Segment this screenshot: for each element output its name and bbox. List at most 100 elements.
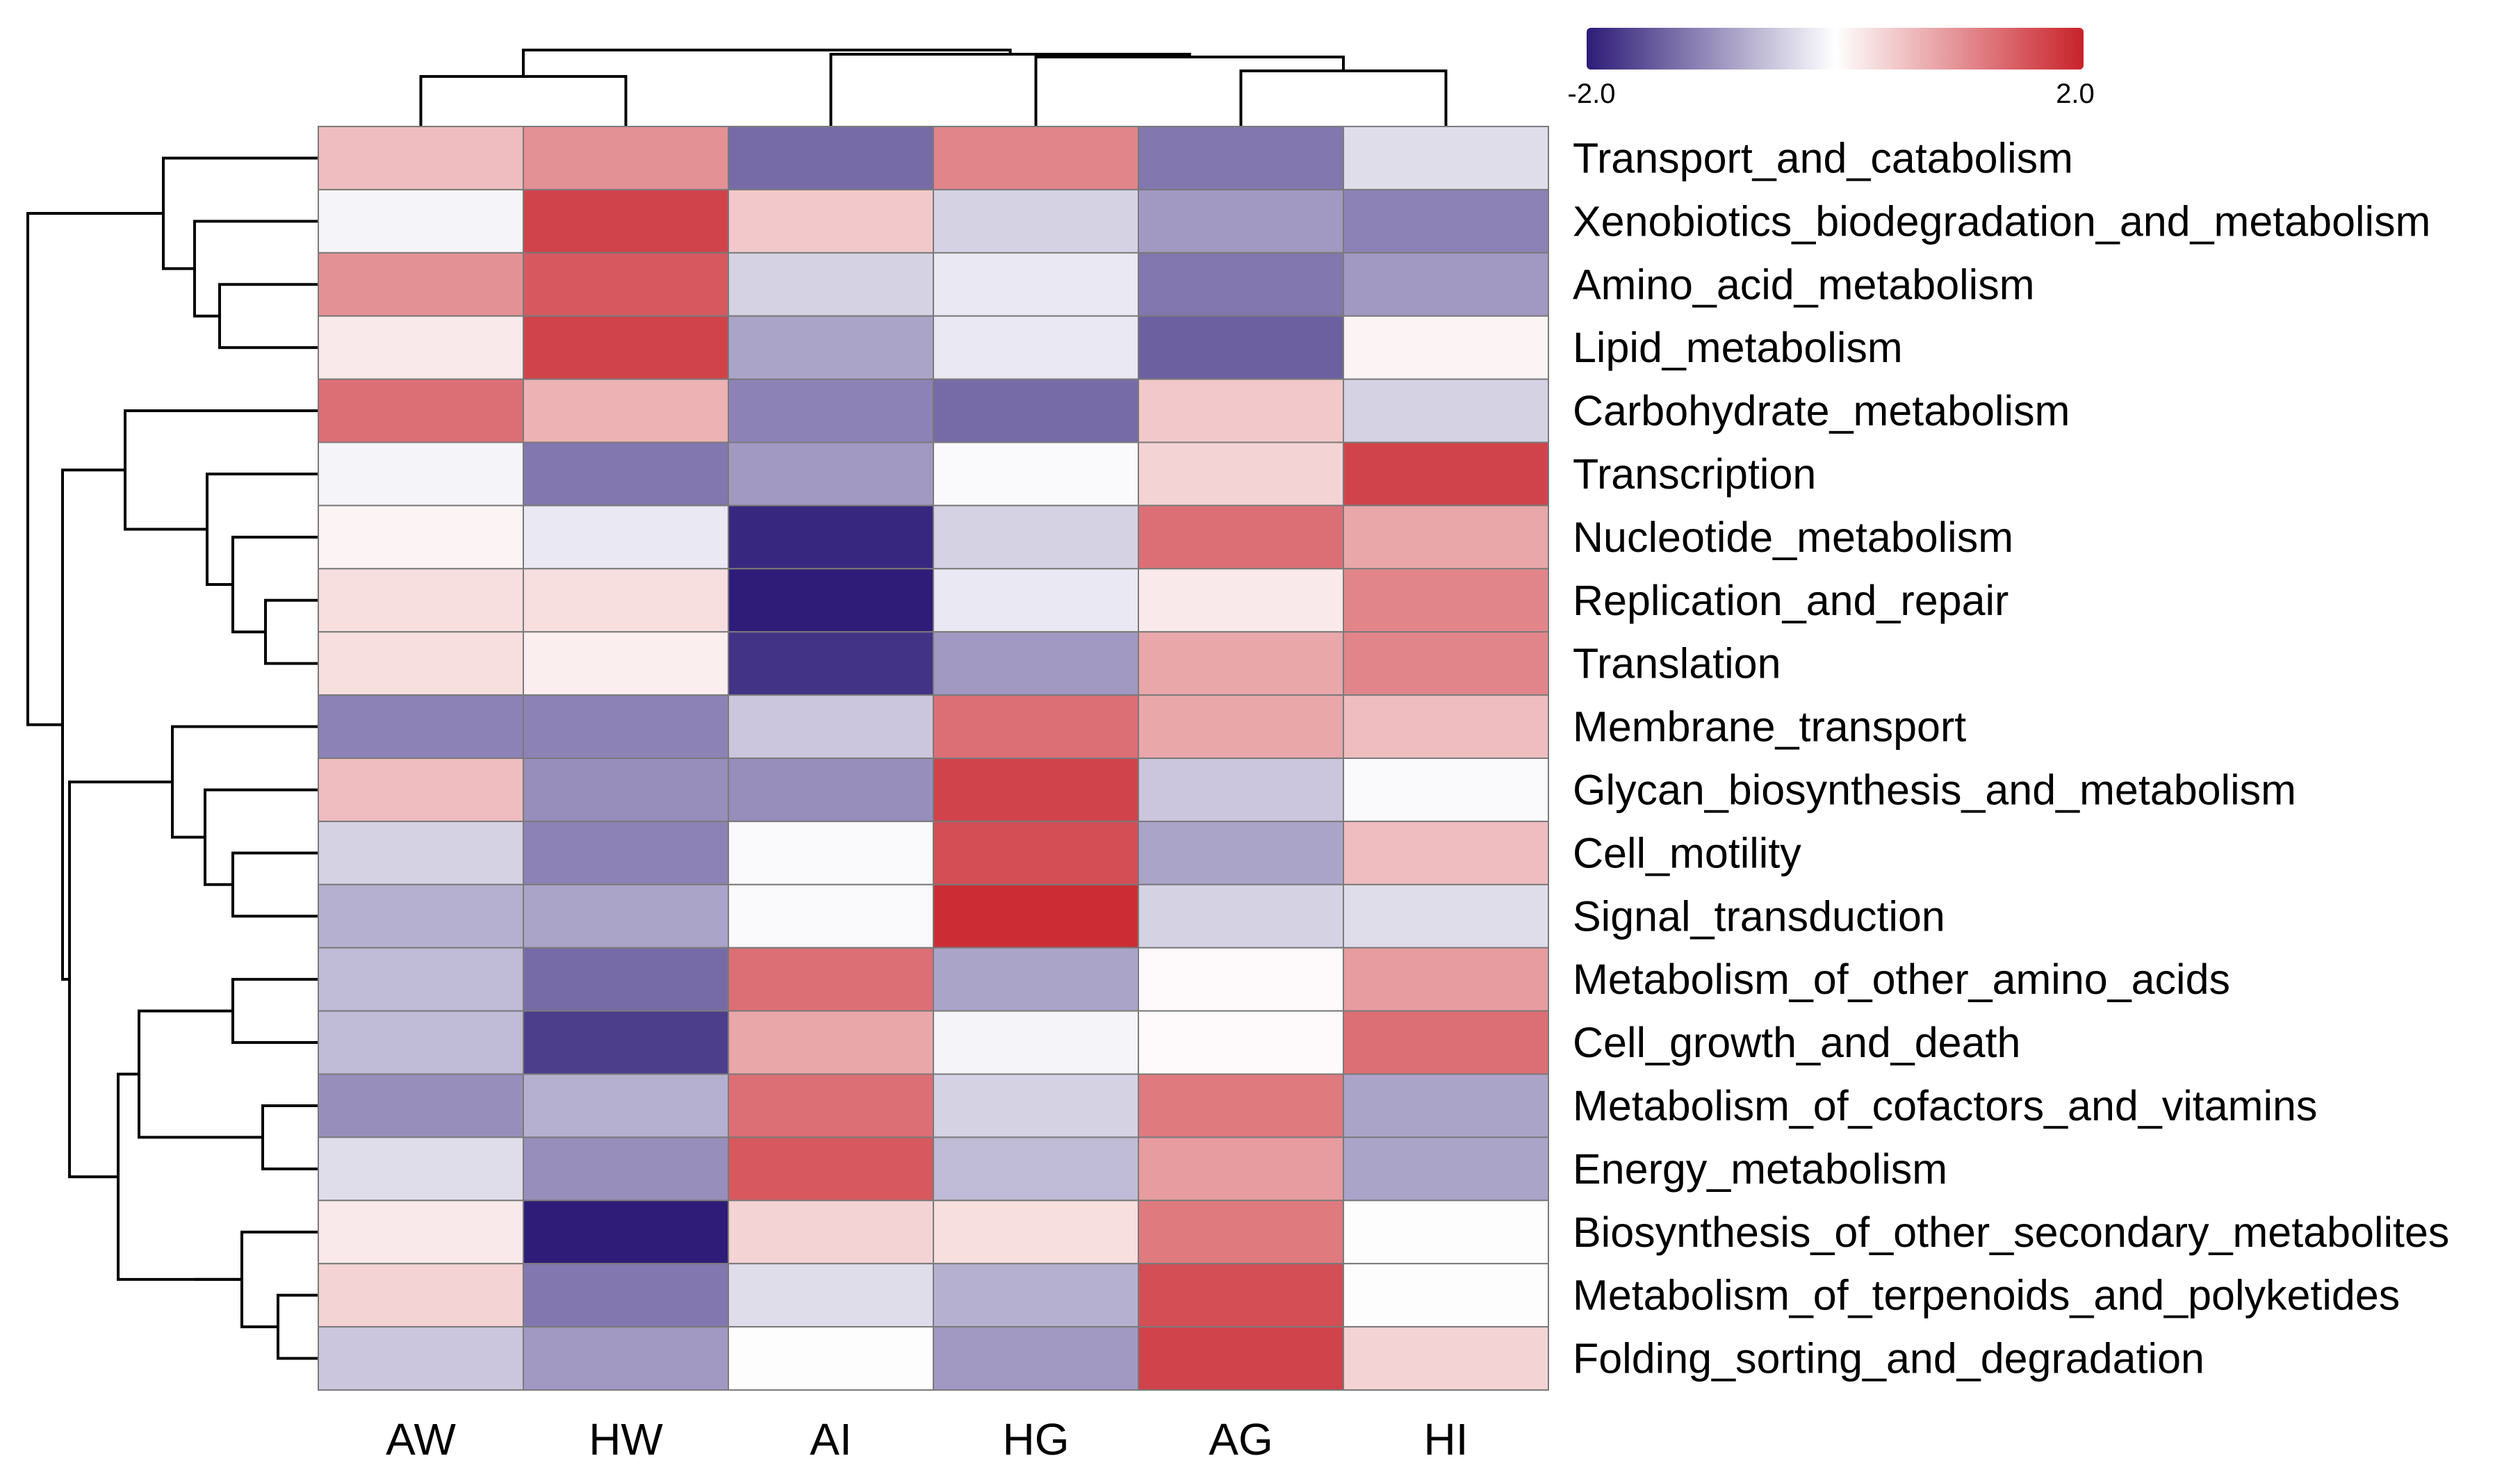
row-dendrogram bbox=[26, 156, 318, 1360]
heatmap-cell bbox=[318, 188, 524, 254]
heatmap-cell bbox=[523, 820, 729, 885]
column-dendrogram-link bbox=[1239, 69, 1448, 126]
row-dendrogram-link bbox=[124, 409, 318, 531]
row-label: Transport_and_catabolism bbox=[1573, 134, 2073, 181]
row-label: Translation bbox=[1573, 640, 1781, 687]
heatmap-cell bbox=[523, 1010, 729, 1075]
heatmap-cell bbox=[728, 252, 934, 317]
heatmap-cell bbox=[523, 315, 729, 380]
heatmap-cell bbox=[933, 694, 1139, 759]
heatmap-cell bbox=[1138, 1200, 1344, 1265]
row-label: Energy_metabolism bbox=[1573, 1145, 1947, 1193]
heatmap-cell bbox=[1138, 1136, 1344, 1202]
heatmap-cell bbox=[318, 1200, 524, 1265]
heatmap-cell bbox=[933, 1136, 1139, 1202]
row-labels: Transport_and_catabolism Xenobiotics_biod… bbox=[1573, 134, 2449, 1382]
heatmap-cell bbox=[523, 441, 729, 507]
row-dendrogram-link bbox=[231, 851, 318, 918]
column-label: HI bbox=[1424, 1414, 1468, 1464]
heatmap-cell bbox=[1343, 1010, 1549, 1075]
heatmap-cell bbox=[728, 568, 934, 633]
row-dendrogram-link bbox=[264, 598, 318, 665]
heatmap-cell bbox=[1138, 1010, 1344, 1075]
row-dendrogram-link bbox=[231, 978, 318, 1045]
row-label: Cell_growth_and_death bbox=[1573, 1019, 2020, 1066]
heatmap-cell bbox=[933, 126, 1139, 190]
heatmap-cell bbox=[1138, 441, 1344, 507]
heatmap-cell bbox=[1343, 1200, 1549, 1265]
row-dendrogram-link bbox=[68, 780, 172, 1179]
heatmap-cell bbox=[318, 568, 524, 633]
heatmap-cell bbox=[728, 1263, 934, 1328]
heatmap-cell bbox=[318, 758, 524, 822]
heatmap-cell bbox=[933, 315, 1139, 380]
column-dendrogram-link bbox=[419, 75, 628, 126]
heatmap-cell bbox=[318, 820, 524, 885]
heatmap-cell bbox=[523, 1263, 729, 1328]
row-label: Signal_transduction bbox=[1573, 892, 1945, 940]
heatmap-cell bbox=[318, 1073, 524, 1138]
heatmap-cell bbox=[933, 378, 1139, 443]
heatmap-cell bbox=[728, 1010, 934, 1075]
heatmap-cell bbox=[523, 694, 729, 759]
heatmap-cells bbox=[318, 126, 1549, 1391]
heatmap-cell bbox=[728, 1326, 934, 1391]
color-scale-bar bbox=[1587, 28, 2084, 69]
heatmap-cell bbox=[1138, 631, 1344, 696]
heatmap-cell bbox=[933, 505, 1139, 570]
column-label: AG bbox=[1209, 1414, 1273, 1464]
row-dendrogram-link bbox=[277, 1293, 318, 1360]
row-label: Cell_motility bbox=[1573, 829, 1801, 876]
heatmap-cell bbox=[1138, 505, 1344, 570]
heatmap-cell bbox=[318, 694, 524, 759]
heatmap-cell bbox=[728, 820, 934, 885]
heatmap-cell bbox=[318, 1136, 524, 1202]
heatmap-cell bbox=[1343, 1263, 1549, 1328]
row-label: Membrane_transport bbox=[1573, 703, 1966, 751]
column-labels: AW HW AI HG AG HI bbox=[386, 1414, 1468, 1464]
heatmap-cell bbox=[1138, 1073, 1344, 1138]
heatmap-cell bbox=[1138, 1326, 1344, 1391]
row-label: Replication_and_repair bbox=[1573, 577, 2008, 624]
heatmap-cell bbox=[1343, 252, 1549, 317]
heatmap-cell bbox=[728, 505, 934, 570]
heatmap-cell bbox=[728, 1073, 934, 1138]
heatmap-cell bbox=[1138, 883, 1344, 949]
heatmap-cell bbox=[1138, 1263, 1344, 1328]
row-label: Lipid_metabolism bbox=[1573, 324, 1903, 371]
heatmap-cell bbox=[318, 631, 524, 696]
heatmap-cell bbox=[523, 1200, 729, 1265]
row-dendrogram-link bbox=[231, 535, 318, 634]
heatmap-cell bbox=[728, 883, 934, 949]
row-dendrogram-link bbox=[171, 725, 318, 839]
heatmap-cell bbox=[1138, 126, 1344, 190]
heatmap-cell bbox=[318, 1326, 524, 1391]
heatmap-cell bbox=[1138, 315, 1344, 380]
heatmap-cell bbox=[1343, 820, 1549, 885]
column-dendrogram-link bbox=[829, 53, 1191, 126]
heatmap-cell bbox=[1343, 947, 1549, 1012]
heatmap-cell bbox=[318, 126, 524, 190]
row-label: Amino_acid_metabolism bbox=[1573, 261, 2035, 308]
heatmap-cell bbox=[318, 1010, 524, 1075]
heatmap-cell bbox=[1138, 252, 1344, 317]
heatmap-cell bbox=[318, 441, 524, 507]
heatmap-cell bbox=[523, 631, 729, 696]
heatmap-cell bbox=[728, 126, 934, 190]
row-label: Biosynthesis_of_other_secondary_metaboli… bbox=[1573, 1209, 2449, 1256]
heatmap-cell bbox=[1138, 947, 1344, 1012]
row-dendrogram-link bbox=[261, 1104, 318, 1170]
heatmap-cell bbox=[1343, 441, 1549, 507]
heatmap-cell bbox=[1343, 631, 1549, 696]
heatmap-cell bbox=[728, 1136, 934, 1202]
heatmap-cell bbox=[728, 694, 934, 759]
heatmap-cell bbox=[933, 568, 1139, 633]
heatmap-cell bbox=[1343, 188, 1549, 254]
heatmap-cell bbox=[1343, 568, 1549, 633]
color-scale-min-label: -2.0 bbox=[1568, 79, 1616, 109]
row-label: Carbohydrate_metabolism bbox=[1573, 387, 2070, 434]
heatmap-cell bbox=[933, 188, 1139, 254]
row-dendrogram-link bbox=[162, 156, 318, 270]
heatmap-cell bbox=[933, 1073, 1139, 1138]
